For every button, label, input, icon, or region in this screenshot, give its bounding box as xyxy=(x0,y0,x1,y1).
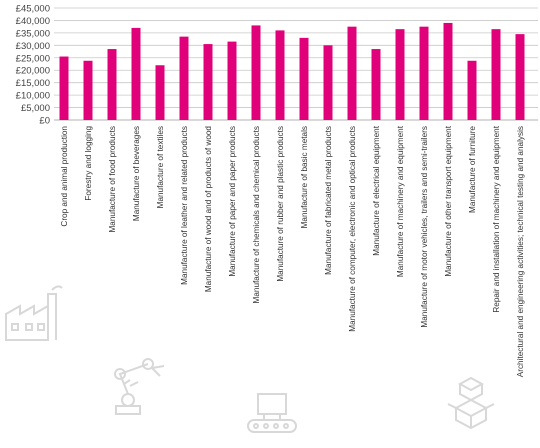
x-tick-label: Repair and installation of machinery and… xyxy=(492,125,501,312)
y-tick-label: £45,000 xyxy=(16,4,50,15)
x-tick-label: Crop and animal production xyxy=(60,126,69,227)
bar xyxy=(83,60,93,120)
y-tick-label: £25,000 xyxy=(16,53,50,64)
x-tick-label: Manufacture of machinery and equipment xyxy=(396,125,405,277)
y-tick-label: £5,000 xyxy=(21,103,50,114)
bar xyxy=(227,41,237,120)
bar xyxy=(251,25,261,120)
x-tick-label: Manufacture of rubber and plastic produc… xyxy=(276,126,285,282)
bar xyxy=(59,56,69,120)
bar xyxy=(107,49,117,120)
x-tick-label: Forestry and logging xyxy=(84,126,93,201)
y-tick-label: £15,000 xyxy=(16,78,50,89)
x-tick-label: Architectural and engineering activities… xyxy=(516,126,525,377)
x-tick-label: Manufacture of other transport equipment xyxy=(444,125,453,276)
y-tick-label: £30,000 xyxy=(16,41,50,52)
conveyor-icon xyxy=(244,390,300,440)
bar xyxy=(443,22,453,120)
boxes-icon xyxy=(446,376,496,432)
factory-icon xyxy=(2,284,64,342)
x-tick-label: Manufacture of paper and paper products xyxy=(228,126,237,277)
x-tick-label: Manufacture of chemicals and chemical pr… xyxy=(252,126,261,303)
y-tick-label: £20,000 xyxy=(16,66,50,77)
y-tick-label: £40,000 xyxy=(16,16,50,27)
x-tick-label: Manufacture of textiles xyxy=(156,126,165,208)
x-tick-label: Manufacture of leather and related produ… xyxy=(180,126,189,285)
x-tick-label: Manufacture of wood and of products of w… xyxy=(204,126,213,293)
bar xyxy=(179,36,189,120)
x-tick-label: Manufacture of furniture xyxy=(468,126,477,213)
bar xyxy=(371,49,381,120)
x-tick-label: Manufacture of electrical equipment xyxy=(372,125,381,255)
bar xyxy=(491,29,501,120)
x-tick-label: Manufacture of fabricated metal products xyxy=(324,126,333,275)
bar xyxy=(395,29,405,120)
bar xyxy=(299,37,309,120)
bar xyxy=(515,34,525,121)
robot-arm-icon xyxy=(108,356,170,418)
y-tick-label: £35,000 xyxy=(16,28,50,39)
x-tick-label: Manufacture of food products xyxy=(108,126,117,233)
bar xyxy=(467,60,477,120)
bar xyxy=(275,30,285,120)
bar xyxy=(131,27,141,121)
bar xyxy=(347,26,357,121)
bar xyxy=(203,44,213,120)
y-tick-label: £0 xyxy=(39,116,50,127)
bar xyxy=(419,26,429,121)
x-tick-label: Manufacture of basic metals xyxy=(300,126,309,228)
x-tick-label: Manufacture of motor vehicles, trailers … xyxy=(420,126,429,328)
x-tick-label: Manufacture of beverages xyxy=(132,126,141,221)
y-tick-label: £10,000 xyxy=(16,91,50,102)
x-tick-label: Manufacture of computer, electronic and … xyxy=(348,126,357,332)
bar xyxy=(155,65,165,120)
bar xyxy=(323,45,333,121)
